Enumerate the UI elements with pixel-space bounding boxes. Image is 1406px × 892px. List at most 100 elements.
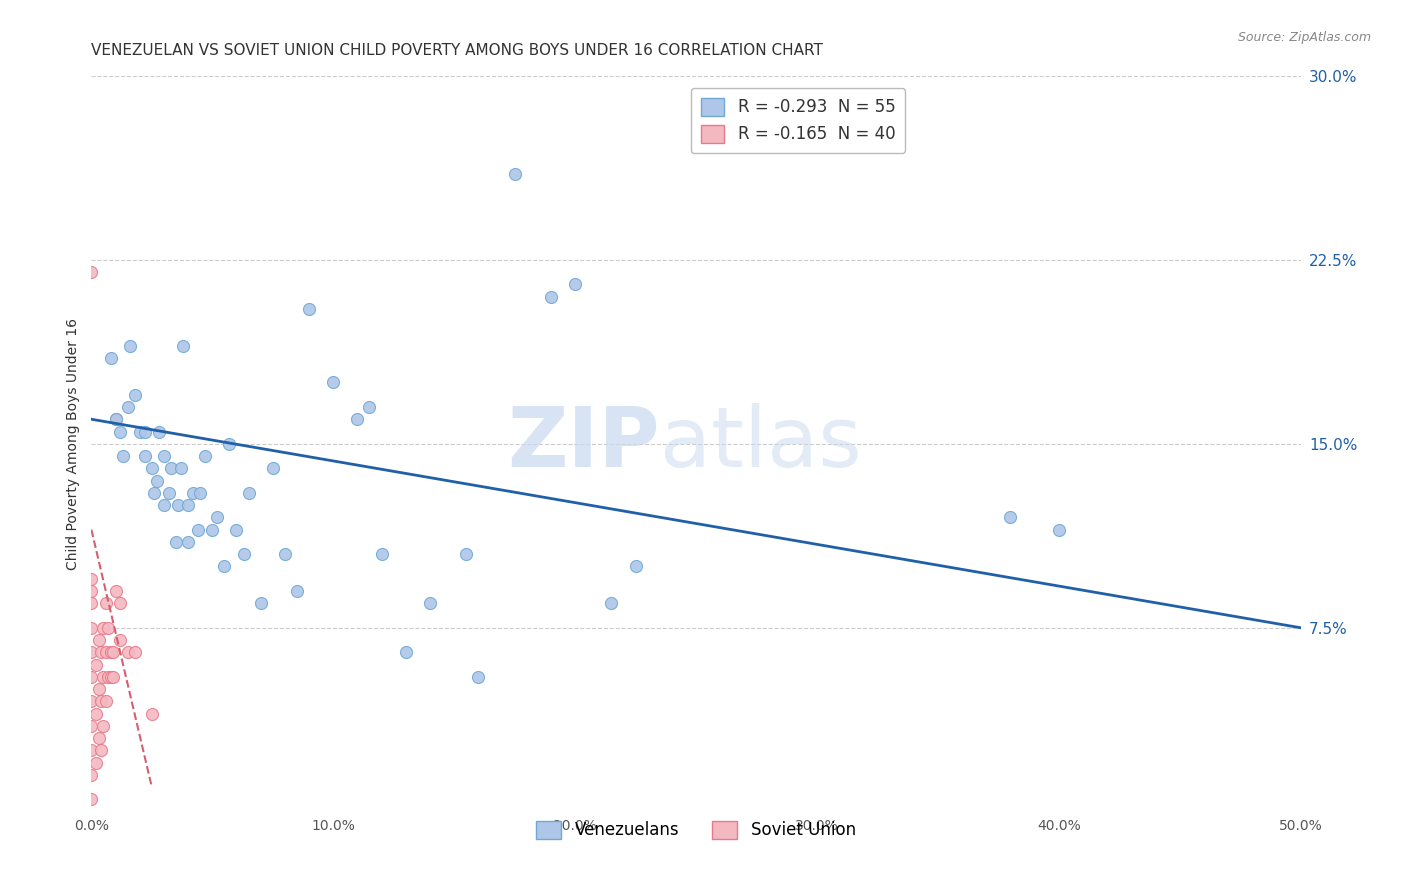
Point xyxy=(124,387,146,401)
Point xyxy=(170,461,193,475)
Point xyxy=(145,474,167,488)
Point xyxy=(194,449,217,463)
Text: atlas: atlas xyxy=(659,403,862,484)
Point xyxy=(90,694,112,708)
Point xyxy=(80,596,103,610)
Point xyxy=(359,400,381,414)
Point xyxy=(157,485,180,500)
Point xyxy=(80,719,103,733)
Point xyxy=(84,706,107,721)
Point xyxy=(80,645,103,659)
Point xyxy=(395,645,418,659)
Point xyxy=(322,376,344,390)
Point xyxy=(101,670,124,684)
Point xyxy=(80,694,103,708)
Text: ZIP: ZIP xyxy=(508,403,659,484)
Point xyxy=(172,338,194,352)
Point xyxy=(467,670,489,684)
Point xyxy=(80,743,103,757)
Point xyxy=(80,768,103,782)
Point xyxy=(225,523,247,537)
Point xyxy=(80,621,103,635)
Point xyxy=(94,645,117,659)
Point xyxy=(167,498,190,512)
Point xyxy=(153,449,176,463)
Point xyxy=(101,645,124,659)
Point xyxy=(141,706,163,721)
Point xyxy=(80,265,103,279)
Point xyxy=(110,633,132,648)
Point xyxy=(100,351,122,365)
Point xyxy=(249,596,271,610)
Point xyxy=(100,670,122,684)
Point xyxy=(160,461,183,475)
Point xyxy=(100,645,122,659)
Point xyxy=(187,523,209,537)
Point xyxy=(153,498,176,512)
Point xyxy=(214,559,236,574)
Point xyxy=(238,485,260,500)
Y-axis label: Child Poverty Among Boys Under 16: Child Poverty Among Boys Under 16 xyxy=(66,318,80,570)
Point xyxy=(110,425,132,439)
Point xyxy=(564,277,586,292)
Point xyxy=(117,645,139,659)
Point xyxy=(97,621,120,635)
Point xyxy=(419,596,441,610)
Point xyxy=(177,498,200,512)
Point xyxy=(104,583,127,598)
Point xyxy=(104,412,127,426)
Point xyxy=(93,621,115,635)
Point xyxy=(262,461,284,475)
Point xyxy=(218,436,240,450)
Point xyxy=(600,596,623,610)
Point xyxy=(298,301,321,316)
Point xyxy=(143,485,166,500)
Point xyxy=(201,523,224,537)
Point xyxy=(80,792,103,806)
Point xyxy=(84,657,107,672)
Point xyxy=(120,338,142,352)
Point xyxy=(134,449,156,463)
Point xyxy=(141,461,163,475)
Text: Source: ZipAtlas.com: Source: ZipAtlas.com xyxy=(1237,31,1371,45)
Point xyxy=(346,412,368,426)
Point xyxy=(104,412,127,426)
Point xyxy=(87,681,110,696)
Point xyxy=(117,400,139,414)
Point xyxy=(97,670,120,684)
Point xyxy=(456,547,478,561)
Point xyxy=(93,719,115,733)
Point xyxy=(1047,523,1070,537)
Point xyxy=(177,534,200,549)
Point xyxy=(188,485,211,500)
Point xyxy=(370,547,392,561)
Point xyxy=(84,756,107,770)
Point xyxy=(87,633,110,648)
Title: VENEZUELAN VS SOVIET UNION CHILD POVERTY AMONG BOYS UNDER 16 CORRELATION CHART: VENEZUELAN VS SOVIET UNION CHILD POVERTY… xyxy=(91,43,824,58)
Point xyxy=(87,731,110,746)
Point xyxy=(540,289,562,303)
Point xyxy=(80,572,103,586)
Point xyxy=(90,645,112,659)
Point xyxy=(80,583,103,598)
Point xyxy=(205,510,228,524)
Point xyxy=(93,670,115,684)
Point xyxy=(165,534,187,549)
Point xyxy=(232,547,254,561)
Point xyxy=(80,670,103,684)
Point xyxy=(94,596,117,610)
Point xyxy=(94,694,117,708)
Point xyxy=(111,449,134,463)
Point xyxy=(624,559,647,574)
Point xyxy=(1000,510,1022,524)
Point xyxy=(134,425,156,439)
Point xyxy=(503,167,526,181)
Point xyxy=(128,425,150,439)
Point xyxy=(285,583,308,598)
Legend: Venezuelans, Soviet Union: Venezuelans, Soviet Union xyxy=(527,813,865,847)
Point xyxy=(90,743,112,757)
Point xyxy=(124,645,146,659)
Point xyxy=(274,547,297,561)
Point xyxy=(181,485,204,500)
Point xyxy=(148,425,170,439)
